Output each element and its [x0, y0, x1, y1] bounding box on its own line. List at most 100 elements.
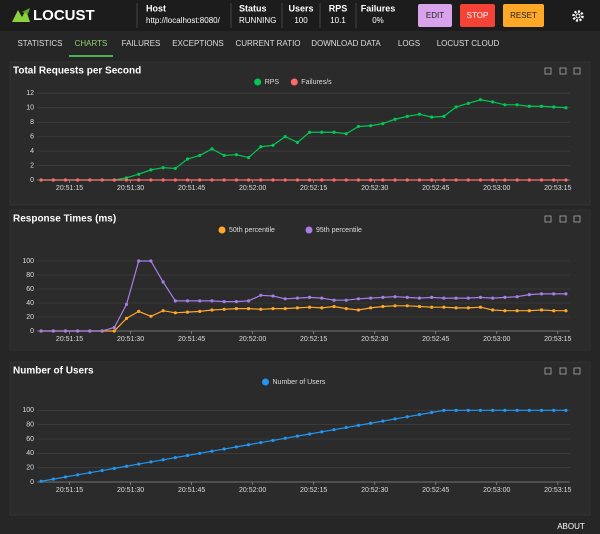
legend-label[interactable]: 95th percentile: [316, 227, 362, 234]
data-point: [515, 178, 519, 182]
data-point: [491, 308, 495, 312]
data-point: [527, 408, 531, 412]
tab[interactable]: FAILURES: [122, 39, 161, 48]
data-point: [552, 292, 556, 296]
data-point: [539, 104, 544, 108]
legend-swatch[interactable]: [262, 378, 269, 386]
legend-label[interactable]: RPS: [265, 79, 280, 86]
y-tick-label: 0: [30, 328, 34, 335]
edit-button[interactable]: [418, 4, 452, 27]
settings-icon[interactable]: [572, 10, 584, 22]
x-tick-label: 20:52:00: [239, 487, 266, 494]
legend-swatch[interactable]: [305, 226, 313, 234]
reset-button[interactable]: [503, 4, 544, 27]
reset-button-label[interactable]: RESET: [510, 11, 537, 20]
tab[interactable]: LOGS: [398, 39, 420, 48]
y-tick-label: 40: [26, 300, 34, 307]
data-point: [417, 296, 422, 300]
data-point: [430, 115, 434, 119]
chart-tool-icon[interactable]: [544, 367, 552, 375]
chart-tool-icon[interactable]: [559, 367, 567, 375]
data-point: [478, 408, 483, 412]
tab[interactable]: STATISTICS: [17, 39, 62, 48]
chart-tool-icon[interactable]: [559, 215, 567, 223]
edit-button-label[interactable]: EDIT: [426, 11, 444, 20]
data-point: [210, 147, 214, 151]
data-point: [503, 295, 507, 299]
data-point: [515, 103, 519, 107]
x-tick-label: 20:51:45: [178, 487, 205, 494]
data-point: [100, 178, 104, 182]
stop-button[interactable]: [460, 4, 495, 27]
tab[interactable]: DOWNLOAD DATA: [311, 39, 381, 48]
tab[interactable]: CHARTS: [75, 39, 108, 48]
data-point: [417, 413, 422, 417]
x-tick-label: 20:53:15: [544, 336, 571, 343]
data-point: [234, 307, 238, 311]
legend-swatch[interactable]: [254, 78, 262, 86]
chart-tool-icon[interactable]: [573, 67, 581, 75]
data-point: [137, 259, 141, 263]
data-point: [369, 124, 373, 128]
x-tick-label: 20:51:30: [117, 336, 144, 343]
stop-button-label[interactable]: STOP: [467, 11, 489, 20]
data-point: [381, 295, 385, 299]
failures-value: 0%: [372, 16, 384, 25]
host-label: Host: [146, 3, 166, 13]
y-tick-label: 12: [26, 90, 34, 97]
data-point: [344, 132, 348, 136]
data-point: [210, 449, 214, 453]
tab[interactable]: LOCUST CLOUD: [437, 39, 500, 48]
data-point: [210, 178, 214, 182]
data-point: [198, 299, 202, 303]
data-point: [149, 168, 153, 172]
data-point: [124, 316, 129, 320]
x-tick-label: 20:52:45: [422, 336, 449, 343]
series-line: [41, 99, 566, 181]
data-point: [173, 178, 177, 182]
data-point: [552, 178, 556, 182]
chart-tool-icon[interactable]: [559, 67, 567, 75]
data-point: [527, 293, 531, 297]
legend-swatch[interactable]: [218, 226, 226, 234]
data-point: [161, 309, 165, 313]
data-point: [503, 309, 507, 313]
data-point: [320, 130, 324, 134]
y-tick-label: 80: [26, 422, 34, 429]
data-point: [491, 178, 495, 182]
chart-tool-icon[interactable]: [573, 367, 581, 375]
chart-tool-icon[interactable]: [573, 215, 581, 223]
legend-swatch[interactable]: [290, 78, 298, 86]
chart-tool-icon[interactable]: [544, 215, 552, 223]
data-point: [356, 178, 361, 182]
data-point: [369, 178, 373, 182]
legend-label[interactable]: Number of Users: [273, 379, 326, 386]
data-point: [198, 153, 202, 158]
data-point: [137, 178, 141, 182]
x-tick-label: 20:51:30: [117, 185, 144, 192]
data-point: [124, 178, 129, 182]
tab[interactable]: EXCEPTIONS: [172, 39, 224, 48]
data-point: [478, 295, 483, 299]
x-tick-label: 20:53:15: [544, 487, 571, 494]
legend-label[interactable]: 50th percentile: [229, 227, 275, 234]
data-point: [246, 178, 251, 182]
about-link[interactable]: ABOUT: [557, 522, 585, 531]
data-point: [332, 298, 336, 302]
data-point: [369, 296, 373, 300]
data-point: [246, 307, 251, 311]
data-point: [51, 329, 55, 333]
tab[interactable]: CURRENT RATIO: [235, 39, 300, 48]
chart-tool-icon[interactable]: [544, 67, 552, 75]
legend-label[interactable]: Failures/s: [301, 79, 332, 86]
data-point: [405, 114, 409, 118]
data-point: [210, 299, 214, 303]
data-point: [466, 306, 470, 310]
data-point: [112, 325, 116, 330]
data-point: [478, 305, 483, 309]
data-point: [454, 296, 458, 300]
data-point: [88, 329, 92, 333]
rps-label: RPS: [329, 3, 348, 13]
data-point: [308, 295, 312, 299]
data-point: [161, 458, 165, 462]
